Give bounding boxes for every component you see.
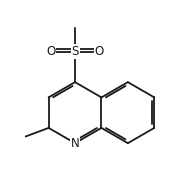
Text: O: O bbox=[46, 45, 55, 58]
Text: O: O bbox=[95, 45, 104, 58]
Text: S: S bbox=[71, 45, 79, 58]
Text: N: N bbox=[71, 137, 79, 150]
